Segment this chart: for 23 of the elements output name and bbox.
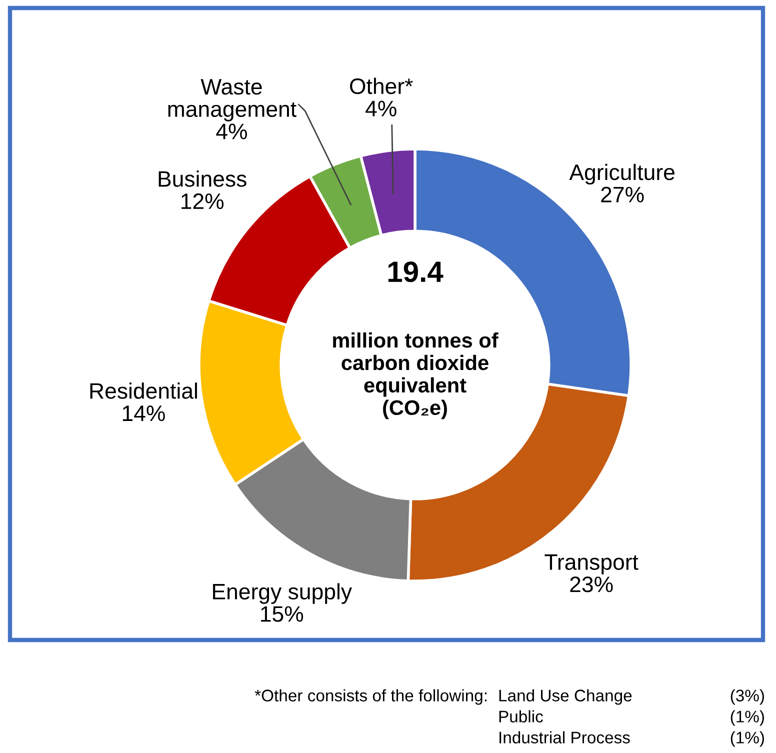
slice-label: Waste management [168,79,296,122]
text: Industrial Process [500,731,630,744]
data-label: 4% [366,100,396,116]
data-label: 27% [601,186,644,202]
text: (1%) [730,710,764,726]
data-label: 15% [261,606,304,622]
data-label: 4% [216,124,247,140]
text: million tonnes of carbon dioxide equivalent (CO₂e) [333,332,498,420]
text: (3%) [730,689,764,705]
data-label: 23% [570,576,613,592]
data-label: 12% [182,193,224,210]
data-label: 14% [122,406,165,422]
slice-label: Other* [350,78,413,94]
text: 19.4 [388,261,444,282]
slice-label: Energy supply [213,583,352,604]
text: *Other consists of the following: [254,689,486,705]
text: (1%) [730,731,764,747]
slice-label: Business [158,170,246,187]
slice-label: Agriculture [569,164,674,185]
text: Land Use Change [499,689,632,705]
text: Public [499,710,543,722]
slice-label: Residential [90,382,197,399]
slice-label: Transport [544,554,638,574]
